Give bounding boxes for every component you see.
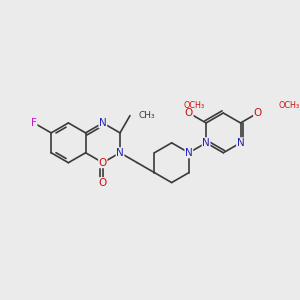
Text: CH₃: CH₃ — [139, 111, 155, 120]
Text: F: F — [31, 118, 37, 128]
Text: N: N — [185, 148, 193, 158]
Text: N: N — [116, 148, 124, 158]
Text: O: O — [185, 108, 193, 118]
Text: OCH₃: OCH₃ — [184, 101, 205, 110]
Text: N: N — [202, 138, 210, 148]
Text: O: O — [99, 178, 107, 188]
Text: O: O — [254, 108, 262, 118]
Text: OCH₃: OCH₃ — [278, 101, 299, 110]
Text: O: O — [99, 158, 107, 168]
Text: N: N — [99, 118, 107, 128]
Text: N: N — [237, 138, 244, 148]
